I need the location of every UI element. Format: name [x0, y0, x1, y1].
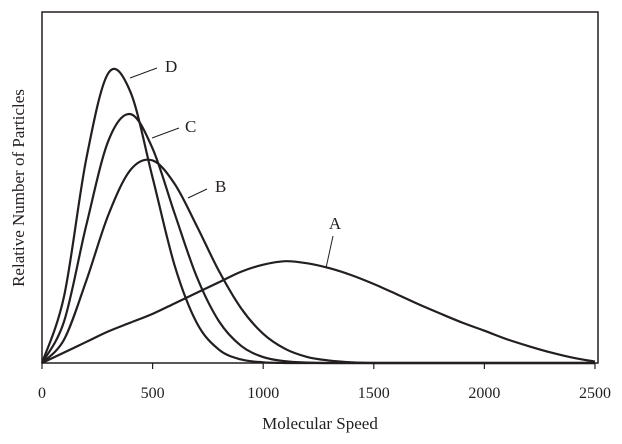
series-label-b: B — [215, 177, 226, 196]
x-tick-label: 500 — [141, 385, 165, 402]
x-tick-label: 1500 — [358, 385, 390, 402]
series-label-d: D — [165, 57, 177, 76]
plot-frame — [41, 11, 599, 364]
x-tick-label: 2500 — [579, 385, 611, 402]
curves — [40, 67, 596, 365]
series-labels: A B C D — [129, 57, 342, 269]
series-label-c: C — [185, 117, 196, 136]
leader-line-c — [151, 127, 180, 139]
curve-a — [41, 260, 596, 364]
x-tick-label: 2000 — [468, 385, 500, 402]
x-ticks: 0 500 1000 1500 2000 2500 — [38, 363, 611, 402]
y-axis-label: Relative Number of Particles — [9, 89, 28, 287]
x-axis-label: Molecular Speed — [262, 414, 378, 433]
curve-d — [40, 67, 595, 365]
x-tick-label: 1000 — [247, 385, 279, 402]
leader-line-b — [187, 188, 208, 199]
curve-b — [41, 158, 595, 365]
leader-line-a — [325, 235, 334, 269]
series-label-a: A — [329, 214, 342, 233]
x-tick-label: 0 — [38, 385, 46, 402]
leader-line-d — [129, 67, 158, 79]
